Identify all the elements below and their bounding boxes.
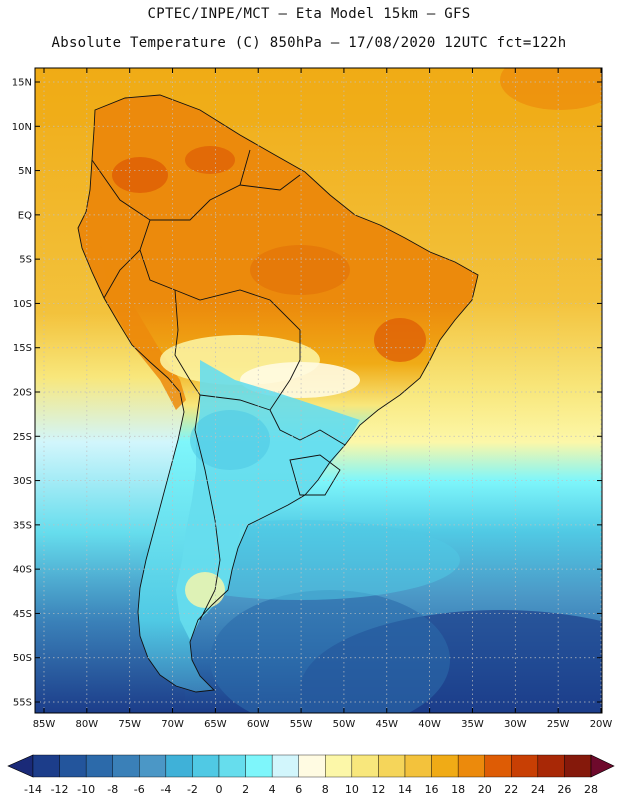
lon-label: 20W — [590, 719, 613, 730]
colorbar-tick-label: -12 — [51, 783, 69, 796]
lat-label: 55S — [13, 698, 32, 709]
lat-label: 20S — [13, 388, 32, 399]
lon-label: 25W — [547, 719, 570, 730]
lon-label: 70W — [161, 719, 184, 730]
colorbar-swatch — [431, 754, 459, 778]
colorbar-swatch — [271, 754, 299, 778]
colorbar-tick-label: 2 — [242, 783, 249, 796]
lon-label: 85W — [33, 719, 56, 730]
colorbar-tick-label: 22 — [504, 783, 518, 796]
colorbar-tick-label: -6 — [134, 783, 145, 796]
colorbar-swatch — [484, 754, 512, 778]
temperature-field — [35, 68, 602, 713]
graticule — [35, 68, 602, 713]
colorbar-tick-label: 6 — [295, 783, 302, 796]
colorbar-tick-label: 4 — [269, 783, 276, 796]
lat-label: 25S — [13, 432, 32, 443]
lon-label: 45W — [375, 719, 398, 730]
colorbar-tick-label: -14 — [24, 783, 42, 796]
colorbar-tick-label: -2 — [187, 783, 198, 796]
lon-label: 30W — [504, 719, 527, 730]
lon-label: 60W — [247, 719, 270, 730]
lat-label: 10N — [12, 122, 32, 133]
colorbar-tick-label: 20 — [478, 783, 492, 796]
colorbar-swatch — [378, 754, 406, 778]
colorbar-low-arrow — [7, 754, 34, 778]
colorbar-swatch — [218, 754, 246, 778]
colorbar-swatch — [351, 754, 379, 778]
lat-label: 35S — [13, 520, 32, 531]
lon-label: 35W — [461, 719, 484, 730]
colorbar-swatch — [112, 754, 140, 778]
colorbar-tick-label: 12 — [371, 783, 385, 796]
longitude-labels: 85W 80W 75W 70W 65W 60W 55W 50W 45W 40W 35W 30W 25W 2… — [33, 719, 613, 730]
chart-title-line2: Absolute Temperature (C) 850hPa – 17/08/… — [51, 35, 567, 51]
colorbar-swatch — [59, 754, 87, 778]
lon-label: 40W — [418, 719, 441, 730]
lat-label: 15N — [12, 78, 32, 89]
colorbar-tick-label: 26 — [557, 783, 571, 796]
colorbar-tick-label: -8 — [107, 783, 118, 796]
colorbar-labels: -14 -12 -10 -8 -6 -4 -2 0 2 4 6 8 10 12 14 16 18 20 22 24 26… — [24, 783, 598, 796]
colorbar-swatch — [537, 754, 565, 778]
colorbar-tick-label: 28 — [584, 783, 598, 796]
colorbar — [7, 754, 615, 778]
colorbar-tick-label: 16 — [425, 783, 439, 796]
lat-label: EQ — [18, 210, 32, 221]
colorbar-tick-label: 18 — [451, 783, 465, 796]
lat-label: 15S — [13, 343, 32, 354]
colorbar-tick-label: 14 — [398, 783, 412, 796]
lat-label: 50S — [13, 653, 32, 664]
colorbar-tick-label: 24 — [531, 783, 545, 796]
colorbar-high-arrow — [590, 754, 615, 778]
lat-label: 45S — [13, 609, 32, 620]
country-borders — [77, 94, 479, 693]
colorbar-swatch — [165, 754, 193, 778]
colorbar-swatch — [85, 754, 113, 778]
lat-label: 30S — [13, 476, 32, 487]
colorbar-swatch — [325, 754, 353, 778]
lat-label: 5N — [18, 166, 32, 177]
colorbar-swatch — [457, 754, 485, 778]
lat-label: 5S — [19, 255, 32, 266]
colorbar-swatch — [139, 754, 167, 778]
lon-label: 50W — [333, 719, 356, 730]
axis-ticks — [35, 68, 602, 713]
colorbar-tick-label: -4 — [160, 783, 171, 796]
chart-title-line1: CPTEC/INPE/MCT – Eta Model 15km – GFS — [147, 6, 471, 22]
colorbar-swatch — [564, 754, 592, 778]
latitude-labels: 15N 10N 5N EQ 5S 10S 15S 20S 25S 30S 35S 40S 45S 50S 5… — [12, 78, 32, 709]
lat-label: 10S — [13, 299, 32, 310]
lon-label: 75W — [118, 719, 141, 730]
colorbar-swatch — [298, 754, 326, 778]
colorbar-tick-label: 0 — [216, 783, 223, 796]
colorbar-tick-label: 8 — [322, 783, 329, 796]
colorbar-swatch — [245, 754, 273, 778]
lon-label: 65W — [204, 719, 227, 730]
colorbar-tick-label: -10 — [77, 783, 95, 796]
colorbar-swatch — [192, 754, 220, 778]
colorbar-swatch — [404, 754, 432, 778]
colorbar-tick-label: 10 — [345, 783, 359, 796]
map-frame — [34, 67, 603, 714]
lon-label: 55W — [290, 719, 313, 730]
lat-label: 40S — [13, 565, 32, 576]
lon-label: 80W — [76, 719, 99, 730]
colorbar-swatch — [32, 754, 60, 778]
colorbar-swatch — [511, 754, 539, 778]
